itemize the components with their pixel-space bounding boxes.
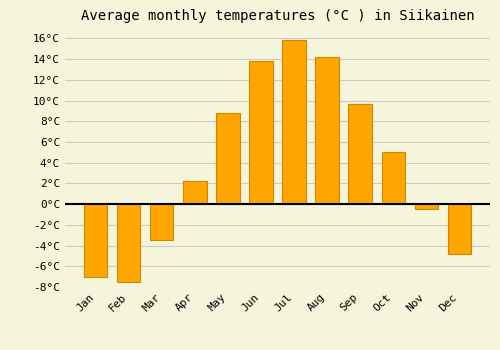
Bar <box>184 181 206 204</box>
Bar <box>118 204 141 282</box>
Bar <box>316 57 338 204</box>
Bar <box>348 104 372 204</box>
Bar <box>414 204 438 209</box>
Bar <box>448 204 470 254</box>
Bar <box>216 113 240 204</box>
Bar <box>84 204 108 276</box>
Bar <box>282 41 306 204</box>
Bar <box>250 61 272 204</box>
Bar <box>150 204 174 240</box>
Title: Average monthly temperatures (°C ) in Siikainen: Average monthly temperatures (°C ) in Si… <box>80 9 474 23</box>
Bar <box>382 152 404 204</box>
